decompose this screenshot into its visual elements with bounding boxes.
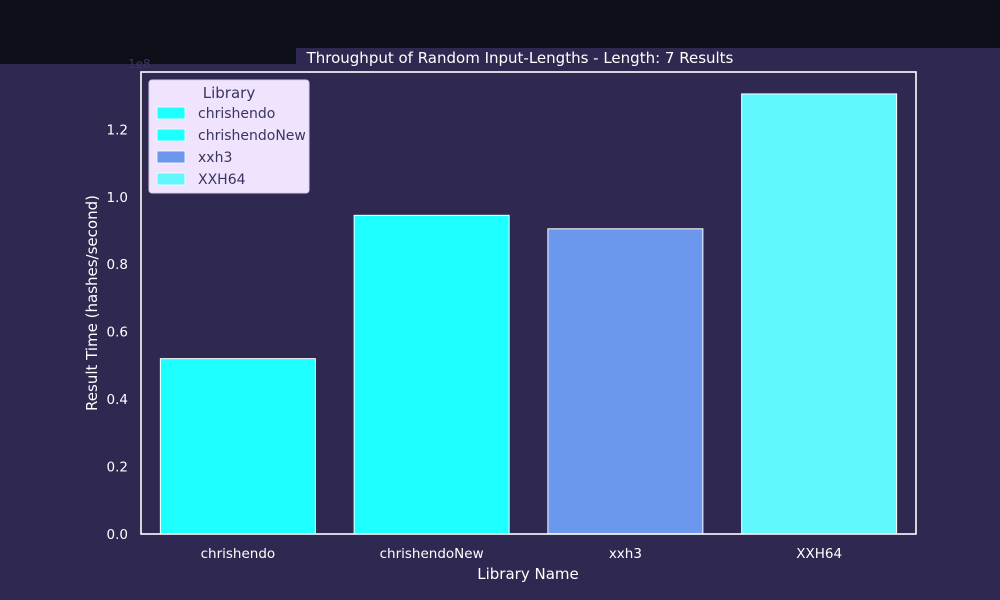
y-tick-label: 0.2 bbox=[107, 460, 128, 476]
y-tick-label: 0.4 bbox=[107, 392, 128, 408]
x-tick-label: chrishendo bbox=[201, 546, 276, 562]
legend-title: Library bbox=[203, 84, 256, 102]
bars-group bbox=[159, 93, 898, 535]
legend-swatch bbox=[156, 106, 186, 120]
bar-xxh3 bbox=[547, 228, 704, 535]
x-tick-label: XXH64 bbox=[796, 546, 842, 562]
y-tick-label: 1.2 bbox=[107, 122, 128, 138]
y-axis-label: Result Time (hashes/second) bbox=[83, 195, 101, 411]
bar-chrishendonew bbox=[353, 214, 510, 535]
y-tick-label: 0.6 bbox=[107, 325, 128, 341]
x-ticks-group: chrishendo chrishendoNew xxh3 XXH64 bbox=[201, 546, 842, 562]
legend-entries: chrishendo chrishendoNew xxh3 XXH64 bbox=[156, 106, 306, 188]
y-ticks-group: 0.0 0.2 0.4 0.6 0.8 1.0 1.2 bbox=[107, 122, 128, 543]
y-tick-label: 0.0 bbox=[107, 527, 128, 543]
plot-frame bbox=[140, 71, 917, 535]
legend-label: chrishendoNew bbox=[198, 128, 306, 144]
legend-swatch bbox=[156, 128, 186, 142]
legend-swatch bbox=[156, 150, 186, 164]
legend: Library chrishendo chrishendoNew xxh3 XXH64 bbox=[148, 79, 310, 194]
bar-chrishendo bbox=[159, 358, 316, 535]
legend-label: chrishendo bbox=[198, 106, 275, 122]
x-tick-label: chrishendoNew bbox=[380, 546, 484, 562]
legend-swatch bbox=[156, 172, 186, 186]
x-tick-label: xxh3 bbox=[609, 546, 642, 562]
top-dark-band-extension bbox=[0, 48, 296, 64]
chart-title: Throughput of Random Input-Lengths - Len… bbox=[306, 49, 734, 67]
y-offset-label: 1e8 bbox=[128, 57, 151, 71]
legend-label: XXH64 bbox=[198, 172, 246, 188]
x-axis-label: Library Name bbox=[477, 565, 578, 583]
y-tick-label: 1.0 bbox=[107, 190, 128, 206]
y-tick-label: 0.8 bbox=[107, 257, 128, 273]
legend-box bbox=[148, 79, 310, 194]
legend-label: xxh3 bbox=[198, 150, 232, 166]
top-dark-band bbox=[0, 0, 1000, 48]
bar-xxh64 bbox=[741, 93, 898, 535]
